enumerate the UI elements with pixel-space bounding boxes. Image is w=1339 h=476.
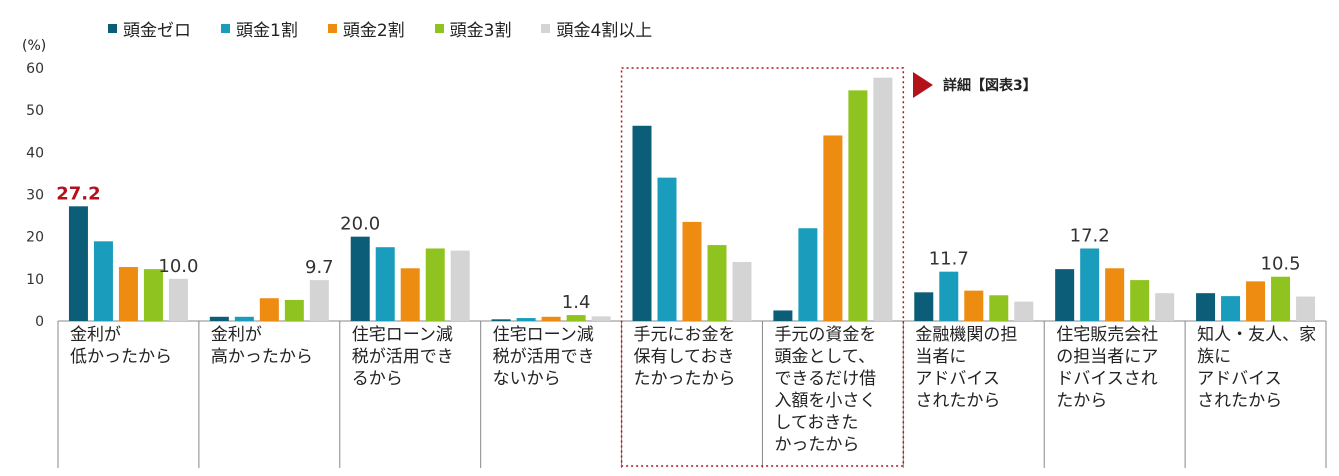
bar xyxy=(234,316,254,321)
bar xyxy=(939,271,959,321)
bar xyxy=(1155,293,1175,321)
x-tick-label: 手元にお金を 保有しておき たかったから xyxy=(633,325,736,389)
bar xyxy=(632,125,652,321)
bar xyxy=(732,261,752,321)
bar xyxy=(848,90,868,322)
legend-swatch xyxy=(327,24,337,33)
legend-item: 頭金1割 xyxy=(221,16,298,41)
data-label: 1.4 xyxy=(562,292,591,313)
legend-item: 頭金3割 xyxy=(434,16,512,41)
bar xyxy=(1130,280,1150,321)
y-tick-label: 40 xyxy=(26,145,44,161)
legend-item: 頭金4割以上 xyxy=(541,16,652,41)
bar xyxy=(93,241,113,321)
bar xyxy=(1105,268,1125,321)
legend-item: 頭金ゼロ xyxy=(108,16,191,41)
x-tick-label: 住宅ローン減 税が活用でき るから xyxy=(351,325,454,389)
bar xyxy=(1055,269,1075,321)
bar xyxy=(1196,293,1216,321)
bar xyxy=(591,316,611,321)
legend-label: 頭金4割以上 xyxy=(556,21,653,41)
bar xyxy=(284,299,304,321)
bar xyxy=(168,278,188,321)
data-label: 10.0 xyxy=(158,256,198,277)
legend: 頭金ゼロ 頭金1割 頭金2割 頭金3割 頭金4割以上 xyxy=(108,16,652,41)
y-tick-label: 20 xyxy=(26,230,44,246)
bar xyxy=(682,221,702,321)
bar xyxy=(541,316,561,321)
bar xyxy=(143,269,163,321)
bar xyxy=(964,290,984,321)
detail-annotation[interactable]: 詳細【図表3】 xyxy=(913,72,1037,98)
data-label: 20.0 xyxy=(340,214,380,235)
bar xyxy=(773,310,793,321)
legend-label: 頭金ゼロ xyxy=(123,21,191,41)
bar xyxy=(491,319,511,321)
legend-item: 頭金2割 xyxy=(327,16,405,41)
bar xyxy=(375,247,395,321)
bar xyxy=(798,228,818,321)
bar xyxy=(209,316,229,321)
legend-label: 頭金2割 xyxy=(342,21,405,41)
data-label: 17.2 xyxy=(1070,225,1110,246)
legend-label: 頭金3割 xyxy=(449,21,512,41)
legend-swatch xyxy=(541,24,551,33)
bar xyxy=(1014,301,1034,321)
data-label: 10.5 xyxy=(1261,254,1301,275)
y-tick-label: 30 xyxy=(26,188,44,204)
bar xyxy=(1246,281,1266,321)
y-tick-label: 0 xyxy=(35,314,44,330)
x-tick-label: 金融機関の担 当者に アドバイス されたから xyxy=(915,325,1018,411)
highlight-box xyxy=(620,67,905,467)
bar xyxy=(450,250,470,321)
y-axis-label: (%) xyxy=(22,38,47,54)
bar xyxy=(1271,276,1291,321)
bar xyxy=(400,268,420,321)
bar xyxy=(989,295,1009,321)
bar xyxy=(914,292,934,321)
data-label: 11.7 xyxy=(929,249,969,270)
y-tick-label: 60 xyxy=(26,61,44,77)
bar xyxy=(873,77,893,321)
legend-swatch xyxy=(434,24,444,33)
data-label: 27.2 xyxy=(56,183,100,204)
bar xyxy=(566,315,586,321)
bar xyxy=(657,177,677,321)
x-tick-label: 金利が 高かったから xyxy=(210,325,313,367)
bar xyxy=(707,245,727,321)
x-tick-label: 住宅ローン減 税が活用でき ないから xyxy=(492,325,595,389)
bar xyxy=(823,135,843,321)
bar xyxy=(1296,296,1316,321)
bar xyxy=(1221,296,1241,321)
bar xyxy=(350,236,370,321)
legend-label: 頭金1割 xyxy=(236,21,298,41)
legend-swatch xyxy=(108,24,117,33)
bar xyxy=(68,206,88,321)
bar xyxy=(425,248,445,321)
bar xyxy=(259,298,279,321)
detail-link-text[interactable]: 詳細【図表3】 xyxy=(943,78,1037,94)
arrow-right-icon xyxy=(913,72,933,98)
x-tick-label: 住宅販売会社 の担当者にア ドバイスされ たから xyxy=(1056,325,1159,411)
data-label: 9.7 xyxy=(305,257,334,278)
bar xyxy=(1080,248,1100,321)
bar xyxy=(309,280,329,321)
x-tick-label: 知人・友人、家 族に アドバイス されたから xyxy=(1197,325,1317,411)
x-tick-label: 手元の資金を 頭金として、 できるだけ借 入額を小さく しておきた かったから xyxy=(774,325,877,455)
bar xyxy=(516,318,536,321)
bar xyxy=(118,267,138,321)
legend-swatch xyxy=(221,24,230,33)
y-tick-label: 10 xyxy=(26,272,44,288)
y-tick-label: 50 xyxy=(26,103,44,119)
x-tick-label: 金利が 低かったから xyxy=(70,325,172,367)
